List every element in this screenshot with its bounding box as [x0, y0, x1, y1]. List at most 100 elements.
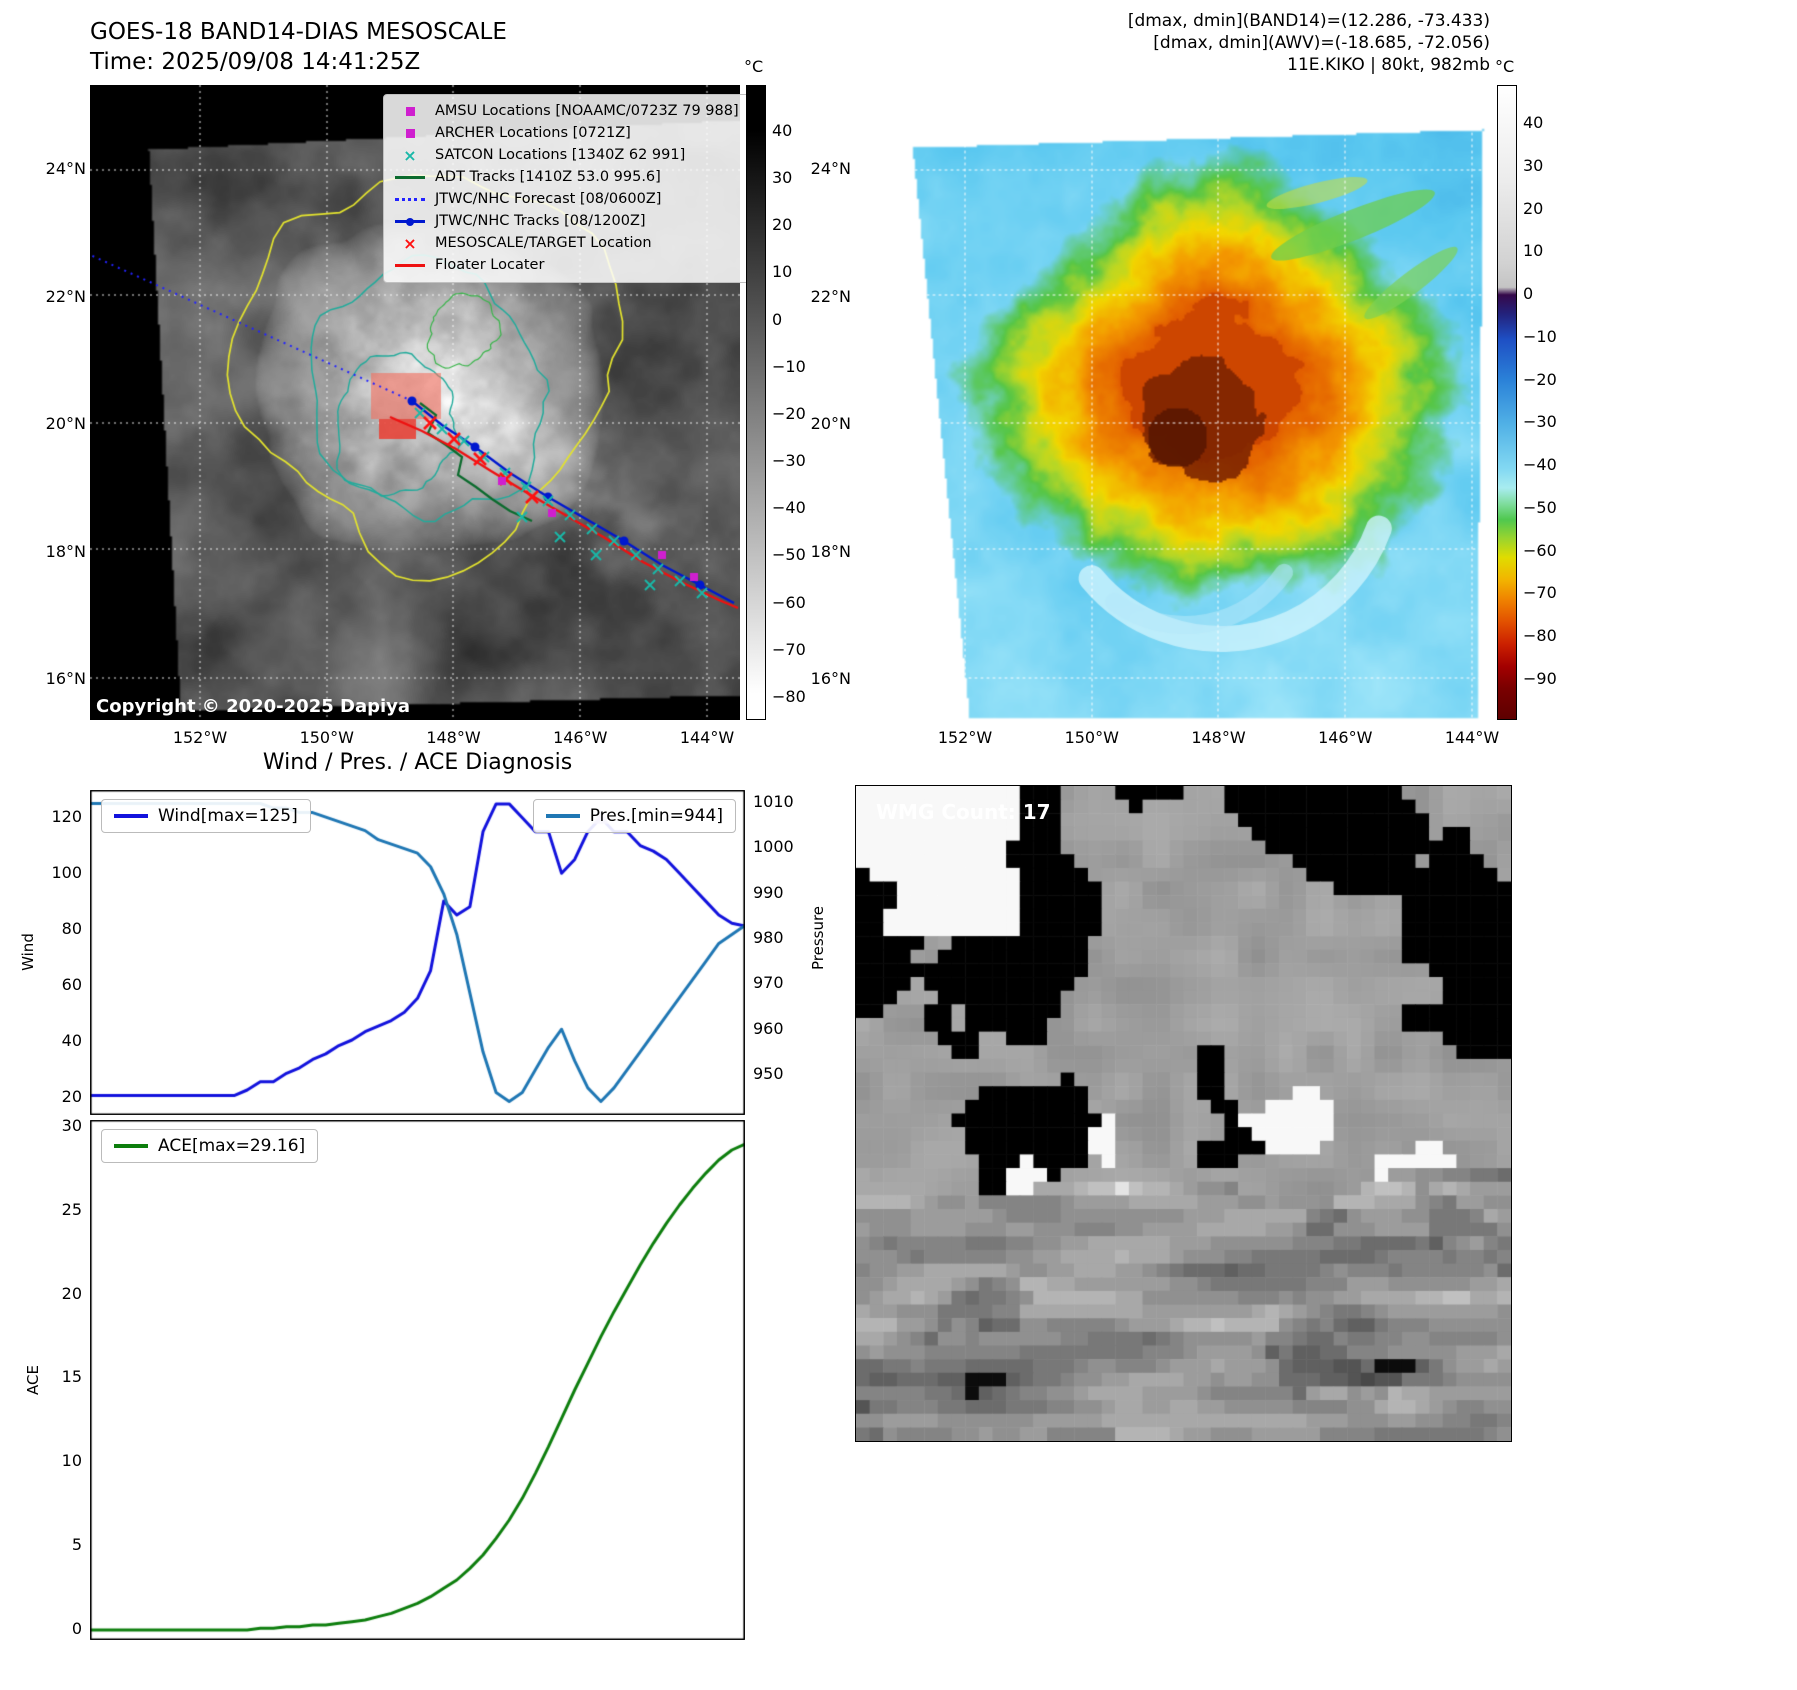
lon-tick-label: 150°W	[1064, 728, 1119, 747]
legend-label: JTWC/NHC Forecast [08/0600Z]	[435, 191, 662, 207]
lon-tick-label: 146°W	[553, 728, 608, 747]
ir-colorbar-unit: °C	[744, 57, 764, 76]
legend-item: × MESOSCALE/TARGET Location	[394, 234, 739, 253]
wmg-count-label: WMG Count: 17	[876, 800, 1051, 824]
ir-colorbar-ticks: 40 30 20 10 0 −10 −20 −30 −40 −50 −60 −70 −80	[772, 120, 806, 708]
x-marker: ×	[403, 233, 417, 253]
colorbar-tick-label: −20	[772, 403, 806, 423]
ir-colorbar	[746, 85, 766, 720]
lat-tick-label: 18°N	[45, 541, 86, 561]
lon-tick-label: 146°W	[1318, 728, 1373, 747]
pressure-tick-label: 980	[753, 927, 784, 947]
lon-tick-label: 144°W	[679, 728, 735, 747]
legend-label: JTWC/NHC Tracks [08/1200Z]	[435, 213, 646, 229]
square-marker	[394, 127, 426, 141]
lat-tick-label: 18°N	[810, 541, 851, 561]
wind-tick-label: 100	[51, 863, 82, 882]
lat-tick-label: 24°N	[45, 159, 86, 178]
wind-axis-label: Wind	[19, 933, 37, 971]
legend-item: ARCHER Locations [0721Z]	[394, 124, 739, 143]
colorbar-tick-label: −40	[772, 498, 806, 518]
colorbar-tick-label: 40	[772, 121, 793, 140]
awv-lat-axis: 24°N 22°N 20°N 18°N 16°N	[799, 158, 851, 690]
awv-satellite-image	[855, 85, 1490, 720]
colorbar-tick-label: −60	[772, 592, 806, 612]
colorbar-tick-label: 0	[772, 309, 783, 329]
legend-item: JTWC/NHC Tracks [08/1200Z]	[394, 212, 739, 231]
pressure-tick-label: 1010	[753, 792, 794, 811]
colorbar-tick-label: 10	[772, 262, 793, 282]
lon-tick-label: 152°W	[172, 728, 228, 747]
wind-axis-ticks: 120 100 80 60 40 20	[40, 806, 82, 1108]
lon-tick-label: 148°W	[426, 728, 481, 747]
legend-line-sample	[114, 1144, 148, 1148]
pressure-tick-label: 950	[753, 1063, 784, 1083]
lon-tick-label: 144°W	[1444, 728, 1500, 747]
colorbar-tick-label: 0	[1523, 284, 1534, 304]
pressure-legend: Pres.[min=944]	[532, 799, 736, 833]
pressure-tick-label: 970	[753, 973, 784, 993]
colorbar-tick-label: −40	[1523, 455, 1557, 475]
colorbar-tick-label: 20	[1523, 198, 1544, 218]
ir-map-legend: AMSU Locations [NOAAMC/0723Z 79 988] ARCH…	[383, 94, 750, 283]
wmg-image	[855, 785, 1512, 1442]
x-marker: ×	[403, 145, 417, 165]
lon-tick-label: 152°W	[937, 728, 993, 747]
legend-line-sample	[114, 814, 148, 818]
line-marker	[394, 171, 426, 185]
pressure-tick-label: 960	[753, 1018, 784, 1038]
colorbar-tick-label: 30	[1523, 155, 1544, 175]
colorbar-tick-label: −50	[772, 545, 806, 565]
colorbar-tick-label: −30	[772, 451, 806, 471]
copyright-label: Copyright © 2020-2025 Dapiya	[96, 696, 411, 717]
legend-label: SATCON Locations [1340Z 62 991]	[435, 147, 686, 163]
legend-label: Floater Locater	[435, 257, 545, 273]
line-marker	[394, 259, 426, 273]
header-line: [dmax, dmin](AWV)=(-18.685, -72.056)	[1153, 33, 1490, 53]
colorbar-tick-label: −90	[1523, 668, 1557, 688]
colorbar-tick-label: −10	[1523, 326, 1557, 346]
colorbar-tick-label: −50	[1523, 497, 1557, 517]
colorbar-tick-label: −60	[1523, 540, 1557, 560]
wind-tick-label: 120	[51, 807, 82, 826]
ace-axis-ticks: 30 25 20 15 10 5 0	[48, 1115, 82, 1640]
header-line: 11E.KIKO | 80kt, 982mb	[1287, 55, 1490, 75]
colorbar-tick-label: −80	[1523, 626, 1557, 646]
legend-item: Floater Locater	[394, 256, 739, 275]
ir-lon-axis: 152°W 150°W 148°W 146°W 144°W	[170, 727, 737, 749]
pressure-tick-label: 990	[753, 882, 784, 902]
awv-colorbar-unit: °C	[1495, 57, 1515, 76]
pressure-axis-label: Pressure	[809, 905, 827, 971]
ir-panel-title: GOES-18 BAND14-DIAS MESOSCALE	[90, 19, 507, 45]
legend-line-sample	[545, 814, 580, 818]
legend-label: Pres.[min=944]	[589, 806, 723, 826]
lon-tick-label: 148°W	[1191, 728, 1246, 747]
colorbar-tick-label: −70	[772, 639, 806, 659]
colorbar-tick-label: −70	[1523, 583, 1557, 603]
ace-tick-label: 20	[61, 1283, 82, 1303]
line-dot-marker	[394, 215, 426, 229]
lat-tick-label: 16°N	[810, 669, 851, 688]
legend-item: AMSU Locations [NOAAMC/0723Z 79 988]	[394, 102, 739, 121]
wind-legend: Wind[max=125]	[101, 799, 311, 833]
ir-panel-subtitle: Time: 2025/09/08 14:41:25Z	[90, 49, 421, 75]
legend-item: JTWC/NHC Forecast [08/0600Z]	[394, 190, 739, 209]
awv-lon-axis: 152°W 150°W 148°W 146°W 144°W	[935, 727, 1502, 749]
wind-tick-label: 60	[61, 975, 82, 994]
ace-tick-label: 5	[71, 1535, 82, 1555]
ace-axis-label: ACE	[24, 1365, 42, 1395]
wind-tick-label: 80	[61, 919, 82, 938]
lat-tick-label: 24°N	[810, 159, 851, 178]
colorbar-tick-label: 10	[1523, 241, 1544, 261]
ace-legend: ACE[max=29.16]	[101, 1129, 319, 1163]
legend-label: ACE[max=29.16]	[158, 1136, 306, 1156]
legend-label: Wind[max=125]	[158, 806, 298, 826]
header-line: [dmax, dmin](BAND14)=(12.286, -73.433)	[1127, 11, 1490, 31]
ace-tick-label: 25	[61, 1199, 82, 1219]
legend-label: AMSU Locations [NOAAMC/0723Z 79 988]	[435, 103, 739, 119]
legend-item: × SATCON Locations [1340Z 62 991]	[394, 146, 739, 165]
lat-tick-label: 22°N	[810, 286, 851, 306]
ace-tick-label: 0	[71, 1618, 82, 1638]
lat-tick-label: 16°N	[45, 669, 86, 688]
